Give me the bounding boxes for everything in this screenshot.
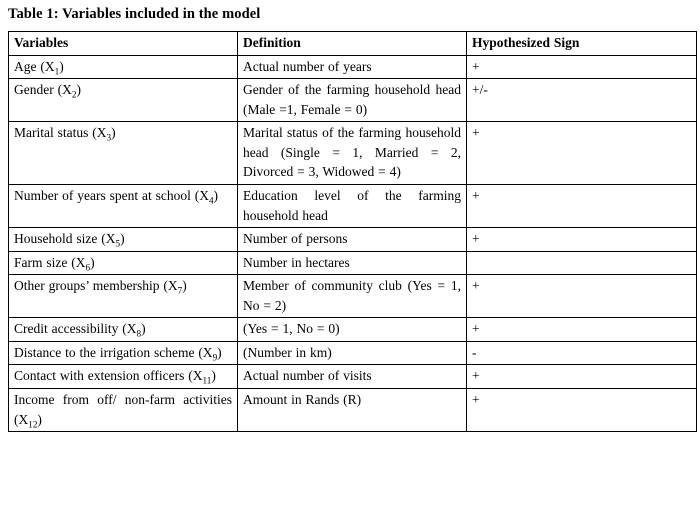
variable-subscript: 9 bbox=[212, 352, 218, 363]
table-row: Distance to the irrigation scheme (X9) (N… bbox=[8, 340, 697, 366]
variables-table: Variables Definition Hypothesized Sign A… bbox=[8, 31, 697, 433]
variable-cell: Income from off/ non-farm activities (X1… bbox=[8, 387, 238, 433]
definition-cell: Actual number of years bbox=[237, 54, 467, 80]
definition-cell: Actual number of visits bbox=[237, 364, 467, 389]
definition-cell: (Yes = 1, No = 0) bbox=[237, 317, 467, 342]
table-title: Table 1: Variables included in the model bbox=[8, 6, 261, 22]
table-row: Other groups’ membership (X7) Member of c… bbox=[8, 274, 697, 319]
table-row: Age (X1) Actual number of years + bbox=[8, 54, 697, 80]
sign-cell: + bbox=[466, 364, 697, 389]
variable-subscript: 7 bbox=[177, 285, 183, 296]
variable-subscript: 11 bbox=[202, 376, 212, 387]
variable-cell: Credit accessibility (X8) bbox=[8, 317, 238, 342]
definition-cell: (Number in km) bbox=[237, 340, 467, 366]
table-row: Contact with extension officers (X11) Act… bbox=[8, 364, 697, 389]
variable-cell: Age (X1) bbox=[8, 54, 238, 80]
variable-cell: Other groups’ membership (X7) bbox=[8, 274, 238, 319]
variable-cell: Number of years spent at school (X4) bbox=[8, 183, 238, 229]
variable-cell: Distance to the irrigation scheme (X9) bbox=[8, 340, 238, 366]
table-row: Gender (X2) Gender of the farming househo… bbox=[8, 78, 697, 123]
definition-cell: Gender of the farming household head (Ma… bbox=[237, 78, 467, 123]
table-row: Farm size (X6) Number in hectares bbox=[8, 250, 697, 276]
variable-subscript: 12 bbox=[28, 419, 38, 430]
sign-cell: +/- bbox=[466, 78, 697, 123]
variable-subscript: 1 bbox=[54, 66, 60, 77]
sign-cell: + bbox=[466, 227, 697, 252]
definition-cell: Number of persons bbox=[237, 227, 467, 252]
variable-subscript: 5 bbox=[115, 238, 121, 249]
variable-subscript: 6 bbox=[85, 262, 91, 273]
definition-cell: Number in hectares bbox=[237, 250, 467, 276]
variable-subscript: 8 bbox=[136, 329, 142, 339]
table-row: Marital status (X3) Marital status of the… bbox=[8, 121, 697, 185]
table-row: Credit accessibility (X8) (Yes = 1, No = … bbox=[8, 317, 697, 342]
variable-subscript: 3 bbox=[106, 132, 112, 143]
definition-cell: Amount in Rands (R) bbox=[237, 387, 467, 433]
sign-cell: + bbox=[466, 387, 697, 433]
table-row: Household size (X5) Number of persons + bbox=[8, 227, 697, 252]
variable-cell: Marital status (X3) bbox=[8, 121, 238, 185]
definition-cell: Member of community club (Yes = 1, No = … bbox=[237, 274, 467, 319]
header-variables: Variables bbox=[8, 31, 238, 56]
variable-subscript: 4 bbox=[208, 195, 214, 206]
sign-cell: + bbox=[466, 274, 697, 319]
variable-subscript: 2 bbox=[71, 89, 77, 100]
sign-cell bbox=[466, 250, 697, 276]
header-hypothesized-sign: Hypothesized Sign bbox=[466, 31, 697, 56]
sign-cell: + bbox=[466, 54, 697, 80]
sign-cell: + bbox=[466, 121, 697, 185]
sign-cell: + bbox=[466, 183, 697, 229]
sign-cell: + bbox=[466, 317, 697, 342]
variable-cell: Farm size (X6) bbox=[8, 250, 238, 276]
header-definition: Definition bbox=[237, 31, 467, 56]
variable-cell: Gender (X2) bbox=[8, 78, 238, 123]
table-row: Number of years spent at school (X4) Educ… bbox=[8, 183, 697, 229]
variable-cell: Contact with extension officers (X11) bbox=[8, 364, 238, 389]
definition-cell: Education level of the farming household… bbox=[237, 183, 467, 229]
sign-cell: - bbox=[466, 340, 697, 366]
definition-cell: Marital status of the farming household … bbox=[237, 121, 467, 185]
table-body: Age (X1) Actual number of years + Gender (X… bbox=[8, 54, 697, 433]
header-row: Variables Definition Hypothesized Sign bbox=[8, 31, 697, 56]
table-row: Income from off/ non-farm activities (X1… bbox=[8, 387, 697, 433]
variable-cell: Household size (X5) bbox=[8, 227, 238, 252]
